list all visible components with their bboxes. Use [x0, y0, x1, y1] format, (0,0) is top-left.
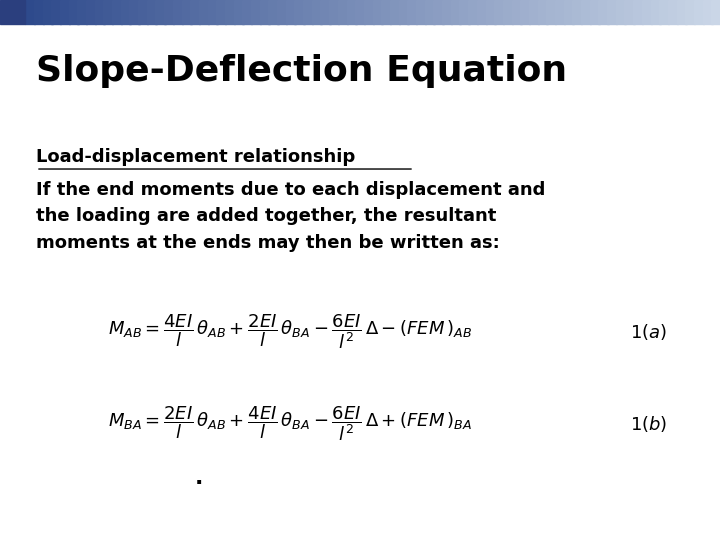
Text: $M_{BA} = \dfrac{2EI}{l}\,\theta_{AB} + \dfrac{4EI}{l}\,\theta_{BA} - \dfrac{6EI: $M_{BA} = \dfrac{2EI}{l}\,\theta_{AB} + …: [108, 404, 472, 443]
Text: Load-displacement relationship: Load-displacement relationship: [36, 148, 355, 166]
Text: If the end moments due to each displacement and
the loading are added together, : If the end moments due to each displacem…: [36, 181, 545, 252]
Text: .: .: [194, 468, 203, 488]
Text: $1(b)$: $1(b)$: [630, 414, 667, 434]
Text: Slope-Deflection Equation: Slope-Deflection Equation: [36, 54, 567, 88]
Text: $1(a)$: $1(a)$: [630, 322, 667, 342]
Text: $M_{AB} = \dfrac{4EI}{l}\,\theta_{AB} + \dfrac{2EI}{l}\,\theta_{BA} - \dfrac{6EI: $M_{AB} = \dfrac{4EI}{l}\,\theta_{AB} + …: [108, 313, 472, 352]
